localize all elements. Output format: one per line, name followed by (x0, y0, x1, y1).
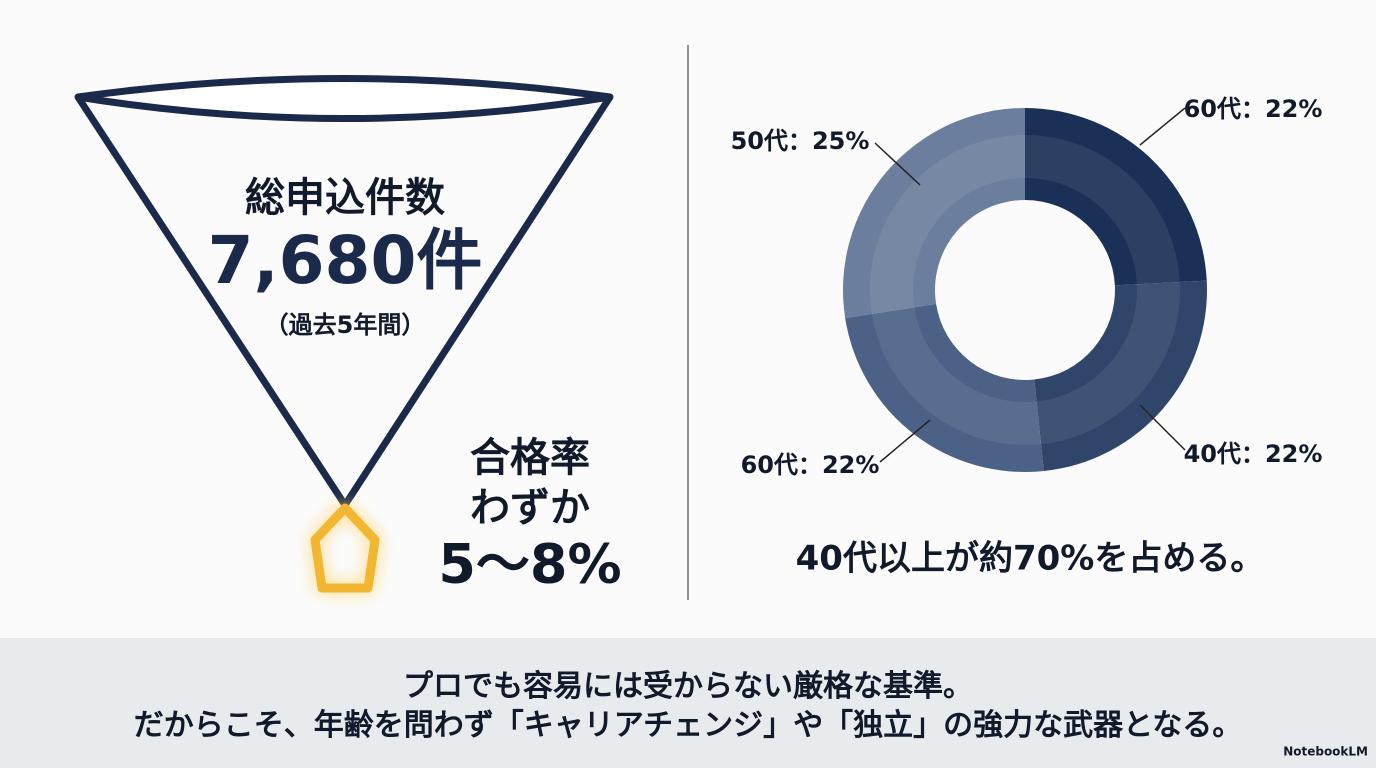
donut-band (1036, 281, 1181, 445)
slice-label: 40代：22% (1184, 440, 1323, 468)
banner (0, 638, 1376, 768)
leaders (874, 107, 1186, 463)
watermark: NotebookLM (1283, 745, 1368, 759)
pass-rate-label: わずか (470, 485, 590, 531)
leader-line (1139, 107, 1186, 146)
donut-slice (1025, 108, 1207, 286)
donut-band (870, 135, 1025, 314)
gold-gem (310, 503, 380, 593)
leader-line (1139, 404, 1186, 451)
donut-slice (843, 108, 1025, 319)
donut-band (871, 307, 1042, 445)
slice-label: 60代：22% (741, 451, 880, 479)
funnel-title: 総申込件数 (245, 175, 445, 221)
donut-band (1025, 135, 1180, 285)
donut-slice (845, 303, 1044, 472)
banner-text: だからこそ、年齢を問わず「キャリアチェンジ」や「独立」の強力な武器となる。 (134, 708, 1243, 743)
leader-line (879, 419, 931, 463)
chart-caption: 40代以上が約70%を占める。 (796, 539, 1265, 579)
funnel-value: 7,680件 (208, 222, 483, 299)
pass-rate-label: 合格率 (470, 435, 590, 481)
donut-slice (1034, 280, 1207, 472)
banner-text: プロでも容易には受からない厳格な基準。 (403, 669, 973, 704)
donut-chart (843, 108, 1207, 472)
slice-label: 60代：22% (1184, 95, 1323, 123)
slice-label: 50代：25% (731, 127, 870, 155)
pass-rate-value: 5〜8% (438, 533, 621, 596)
funnel-note: （過去5年間） (265, 311, 426, 339)
funnel-rim (77, 75, 611, 122)
leader-line (874, 142, 921, 186)
